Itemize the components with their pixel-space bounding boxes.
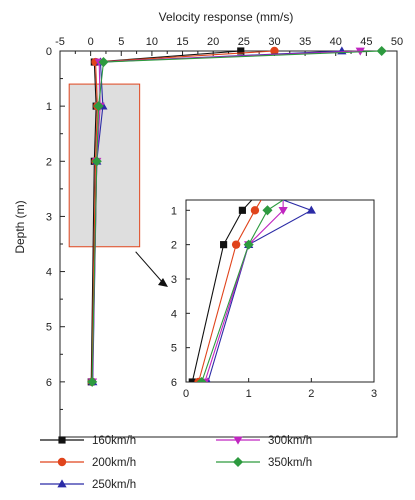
- inset-data-point: [243, 239, 254, 250]
- zoom-arrow-line: [135, 251, 165, 285]
- x-tick-label: 50: [391, 36, 403, 48]
- data-point: [237, 47, 245, 55]
- y-tick-label: 3: [46, 211, 52, 223]
- data-point: [376, 45, 387, 57]
- inset-series-line-300km-h: [204, 200, 284, 382]
- x-tick-label: 30: [268, 36, 280, 48]
- inset-data-point: [278, 206, 288, 215]
- x-tick-label: -5: [55, 36, 65, 48]
- x-tick-label: 35: [299, 36, 311, 48]
- y-tick-label: 6: [46, 377, 52, 389]
- data-point: [98, 56, 109, 68]
- legend-marker: [232, 456, 244, 468]
- inset-y-tick-label: 4: [171, 308, 177, 320]
- y-tick-label: 5: [46, 322, 52, 334]
- legend-label: 250km/h: [92, 479, 136, 491]
- data-point: [93, 101, 104, 112]
- legend-marker: [58, 436, 66, 444]
- x-tick-label: 0: [88, 36, 94, 48]
- inset-x-tick-label: 0: [183, 388, 189, 400]
- y-tick-label: 0: [46, 46, 52, 58]
- inset-data-point: [220, 241, 228, 249]
- inset-y-tick-label: 1: [171, 205, 177, 217]
- y-tick-label: 4: [46, 267, 52, 279]
- data-point: [87, 376, 98, 387]
- legend-label: 300km/h: [268, 435, 312, 447]
- inset-data-point: [188, 378, 196, 382]
- inset-data-point: [250, 206, 260, 215]
- data-point: [91, 156, 102, 167]
- inset-plot: 0 1 2 3 1 2 3 4 5 6: [135, 199, 377, 400]
- legend: 160km/h 200km/h 250km/h 300km/h 350km/h: [40, 435, 312, 491]
- x-tick-label: 20: [207, 36, 219, 48]
- inset-data-point: [231, 240, 241, 249]
- inset-x-tick-label: 1: [246, 388, 252, 400]
- legend-marker: [57, 457, 67, 467]
- inset-lines: [188, 200, 316, 382]
- inset-data-point: [306, 205, 316, 214]
- inset-data-point: [262, 205, 273, 216]
- x-tick-label: 40: [330, 36, 342, 48]
- x-tick-label: 45: [360, 36, 372, 48]
- x-tick-label: 10: [146, 36, 158, 48]
- inset-y-tick-label: 2: [171, 240, 177, 252]
- legend-label: 160km/h: [92, 435, 136, 447]
- x-axis-title: Velocity response (mm/s): [159, 10, 294, 24]
- inset-series-line-250km-h: [207, 200, 313, 382]
- inset-y-tick-label: 6: [171, 377, 177, 389]
- inset-series-line-200km-h: [198, 200, 262, 382]
- inset-data-point: [196, 376, 207, 382]
- y-tick-label: 2: [46, 156, 52, 168]
- inset-series-line-160km-h: [191, 200, 253, 382]
- zoom-highlight-box: [68, 83, 141, 248]
- legend-label: 200km/h: [92, 457, 136, 469]
- inset-y-tick-label: 3: [171, 274, 177, 286]
- legend-marker: [233, 436, 243, 445]
- inset-data-point: [238, 206, 246, 214]
- legend-marker: [57, 479, 67, 488]
- x-tick-label: 25: [238, 36, 250, 48]
- zoom-arrow-head: [158, 278, 168, 287]
- x-tick-label: 5: [118, 36, 124, 48]
- inset-x-tick-label: 3: [371, 388, 377, 400]
- inset-series-line-350km-h: [201, 200, 284, 382]
- inset-x-tick-label: 2: [308, 388, 314, 400]
- x-tick-label: 15: [176, 36, 188, 48]
- y-tick-label: 1: [46, 101, 52, 113]
- y-axis-title: Depth (m): [13, 200, 27, 253]
- data-point: [270, 46, 279, 56]
- inset-y-tick-label: 5: [171, 343, 177, 355]
- legend-label: 350km/h: [268, 457, 312, 469]
